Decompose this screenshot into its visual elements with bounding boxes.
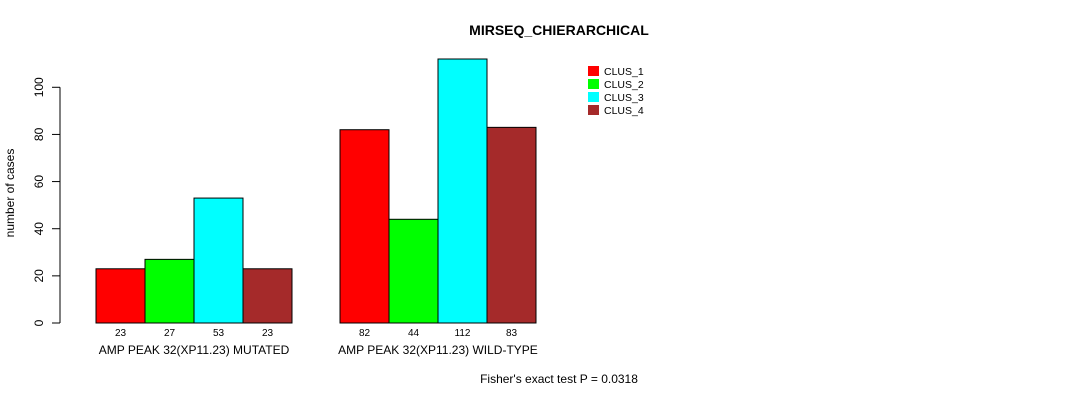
bar-value-label: 112 <box>455 328 471 339</box>
bar-clus_4-group-2 <box>486 126 537 324</box>
y-axis: 0 20 40 60 80 100 <box>32 77 61 326</box>
bar-clus_1-group-2 <box>339 129 390 324</box>
group-label: AMP PEAK 32(XP11.23) WILD-TYPE <box>338 343 538 357</box>
bar-value-label: 23 <box>262 328 274 339</box>
bar-value-label: 27 <box>164 328 176 339</box>
bar-value-label: 83 <box>506 328 518 339</box>
bars-group <box>95 58 537 324</box>
legend-label: CLUS_3 <box>604 92 644 104</box>
legend-swatch <box>588 66 599 76</box>
bar-value-label: 44 <box>408 328 420 339</box>
bar-value-labels: 23 27 53 23 82 44 112 83 <box>115 328 518 339</box>
bar-value-label: 53 <box>213 328 225 339</box>
legend-swatch <box>588 105 599 115</box>
chart-title: MIRSEQ_CHIERARCHICAL <box>469 22 649 38</box>
legend-label: CLUS_2 <box>604 79 644 91</box>
legend-swatch <box>588 92 599 102</box>
legend-label: CLUS_4 <box>604 105 644 117</box>
legend-swatch <box>588 79 599 89</box>
bar-value-label: 23 <box>115 328 127 339</box>
bar-clus_3-group-2 <box>437 58 488 324</box>
bar-value-label: 82 <box>359 328 371 339</box>
bar-clus_2-group-1 <box>144 258 195 324</box>
y-tick-label: 40 <box>32 222 46 236</box>
fisher-test-footnote: Fisher's exact test P = 0.0318 <box>480 372 638 386</box>
bar-clus_1-group-1 <box>95 268 146 324</box>
legend-label: CLUS_1 <box>604 66 644 78</box>
bar-clus_3-group-1 <box>193 197 244 324</box>
bar-clus_4-group-1 <box>242 268 293 324</box>
y-tick-label: 0 <box>32 319 46 326</box>
group-label: AMP PEAK 32(XP11.23) MUTATED <box>99 343 290 357</box>
y-axis-label: number of cases <box>3 149 17 238</box>
bar-clus_2-group-2 <box>388 218 439 324</box>
group-labels: AMP PEAK 32(XP11.23) MUTATED AMP PEAK 32(… <box>99 343 538 357</box>
y-tick-label: 100 <box>32 77 46 97</box>
y-tick-label: 60 <box>32 175 46 189</box>
y-tick-label: 20 <box>32 269 46 283</box>
y-tick-label: 80 <box>32 127 46 141</box>
